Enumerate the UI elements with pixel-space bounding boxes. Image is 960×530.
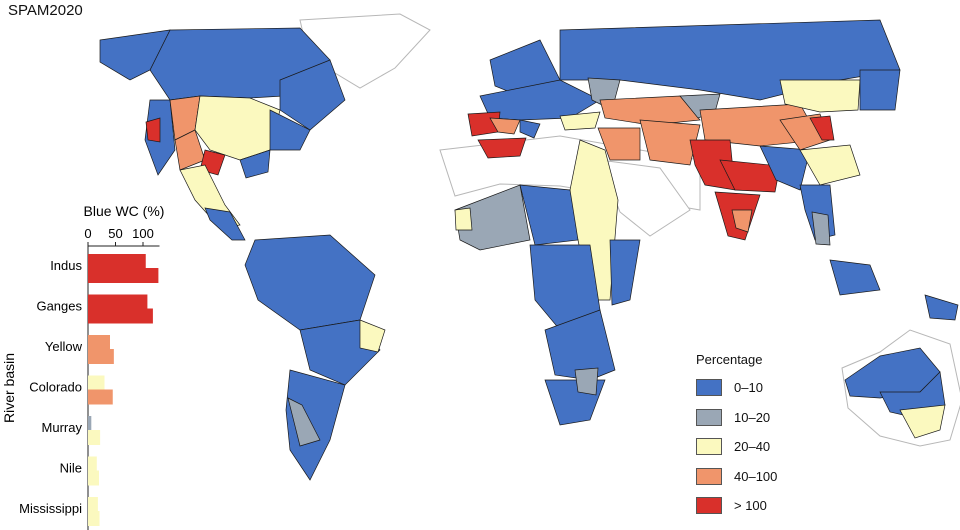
legend-item: > 100 <box>696 491 777 521</box>
basin-alaska <box>99 29 171 81</box>
legend-title: Percentage <box>696 352 763 367</box>
legend-label: 40–100 <box>734 468 778 484</box>
bar <box>88 470 99 486</box>
basin-tigris-euphrates <box>597 127 641 161</box>
basin-amazon <box>244 234 376 331</box>
basin-gulf-coast <box>239 149 271 179</box>
bar <box>88 268 159 283</box>
category-label: Ganges <box>36 299 82 314</box>
legend-label: 0–10 <box>734 380 763 396</box>
basin-california <box>145 117 161 143</box>
legend-swatch <box>696 467 722 485</box>
basin-brazil-east <box>359 319 386 353</box>
category-label: Colorado <box>29 380 82 395</box>
legend-item: 10–20 <box>696 403 777 433</box>
bar <box>88 430 101 445</box>
legend-label: 10–20 <box>734 409 771 425</box>
basin-france <box>489 117 521 135</box>
bar <box>88 294 148 310</box>
chart-title: Blue WC (%) <box>84 203 165 219</box>
basin-limpopo <box>574 367 599 396</box>
basin-west-africa-coast <box>454 207 473 231</box>
basin-chao-phraya <box>811 211 831 246</box>
basins-north-america <box>99 27 346 241</box>
x-tick-label: 100 <box>132 226 154 241</box>
basin-new-guinea <box>924 294 959 321</box>
basin-zambezi <box>544 309 616 381</box>
legend-swatch <box>696 408 722 426</box>
legend-item: 40–100 <box>696 462 777 492</box>
legend-item: 20–40 <box>696 432 777 462</box>
basin-great-lakes <box>269 109 311 151</box>
basin-hai <box>809 115 835 141</box>
basin-niger <box>454 184 531 251</box>
category-label: Indus <box>50 258 82 273</box>
basin-caspian <box>599 95 701 126</box>
basin-central-america <box>204 207 246 241</box>
bar <box>88 308 153 324</box>
basin-mongolia <box>779 79 861 113</box>
basin-yangtze <box>799 144 861 186</box>
legend: Percentage 0–10 10–20 20–40 40–100 > 100 <box>696 352 777 521</box>
bar <box>88 497 98 512</box>
category-label: Nile <box>60 461 82 476</box>
basin-india-east <box>731 209 753 233</box>
basin-amur <box>859 69 901 111</box>
basin-andes-south <box>287 397 321 447</box>
legend-rows: 0–10 10–20 20–40 40–100 > 100 <box>696 373 777 521</box>
basin-east-africa <box>609 239 641 306</box>
basins-africa <box>454 139 641 426</box>
blue-wc-bar-chart: Blue WC (%) 0 50 100 River basin Indus Ganges Y… <box>1 203 164 530</box>
bar <box>88 375 105 391</box>
basin-anatolia <box>559 111 601 131</box>
bar <box>88 416 92 431</box>
basin-hudson-east <box>279 59 346 131</box>
basin-patagonia <box>285 369 346 481</box>
basin-ganges <box>719 159 781 193</box>
basins-eurasia <box>467 19 901 246</box>
basins-oceania <box>829 259 959 439</box>
category-label: Murray <box>42 420 83 435</box>
bar-group: Blue WC (%) 0 50 100 River basin Indus Ganges Y… <box>1 203 164 530</box>
map-title: SPAM2020 <box>8 2 83 19</box>
y-axis-label: River basin <box>1 353 17 423</box>
basin-indonesia <box>829 259 881 296</box>
legend-label: 20–40 <box>734 439 771 455</box>
basin-italy <box>519 119 541 139</box>
basin-brahmaputra <box>759 145 811 191</box>
x-tick-label: 0 <box>84 226 91 241</box>
bar <box>88 511 100 526</box>
basin-lake-chad <box>519 184 579 246</box>
bar <box>88 456 97 472</box>
basin-indus <box>689 139 736 191</box>
legend-swatch <box>696 438 722 456</box>
bar <box>88 254 146 269</box>
x-tick-label: 50 <box>108 226 122 241</box>
category-label: Mississippi <box>19 501 82 516</box>
legend-swatch <box>696 379 722 397</box>
legend-item: 0–10 <box>696 373 777 403</box>
basins-south-america <box>244 234 386 481</box>
category-label: Yellow <box>45 339 83 354</box>
basin-murray <box>899 404 946 439</box>
bar <box>88 335 110 350</box>
basin-iran <box>639 119 701 166</box>
basin-north-africa <box>477 137 527 159</box>
legend-swatch <box>696 497 722 515</box>
bar <box>88 349 114 364</box>
legend-label: > 100 <box>734 498 767 514</box>
bar <box>88 389 113 405</box>
